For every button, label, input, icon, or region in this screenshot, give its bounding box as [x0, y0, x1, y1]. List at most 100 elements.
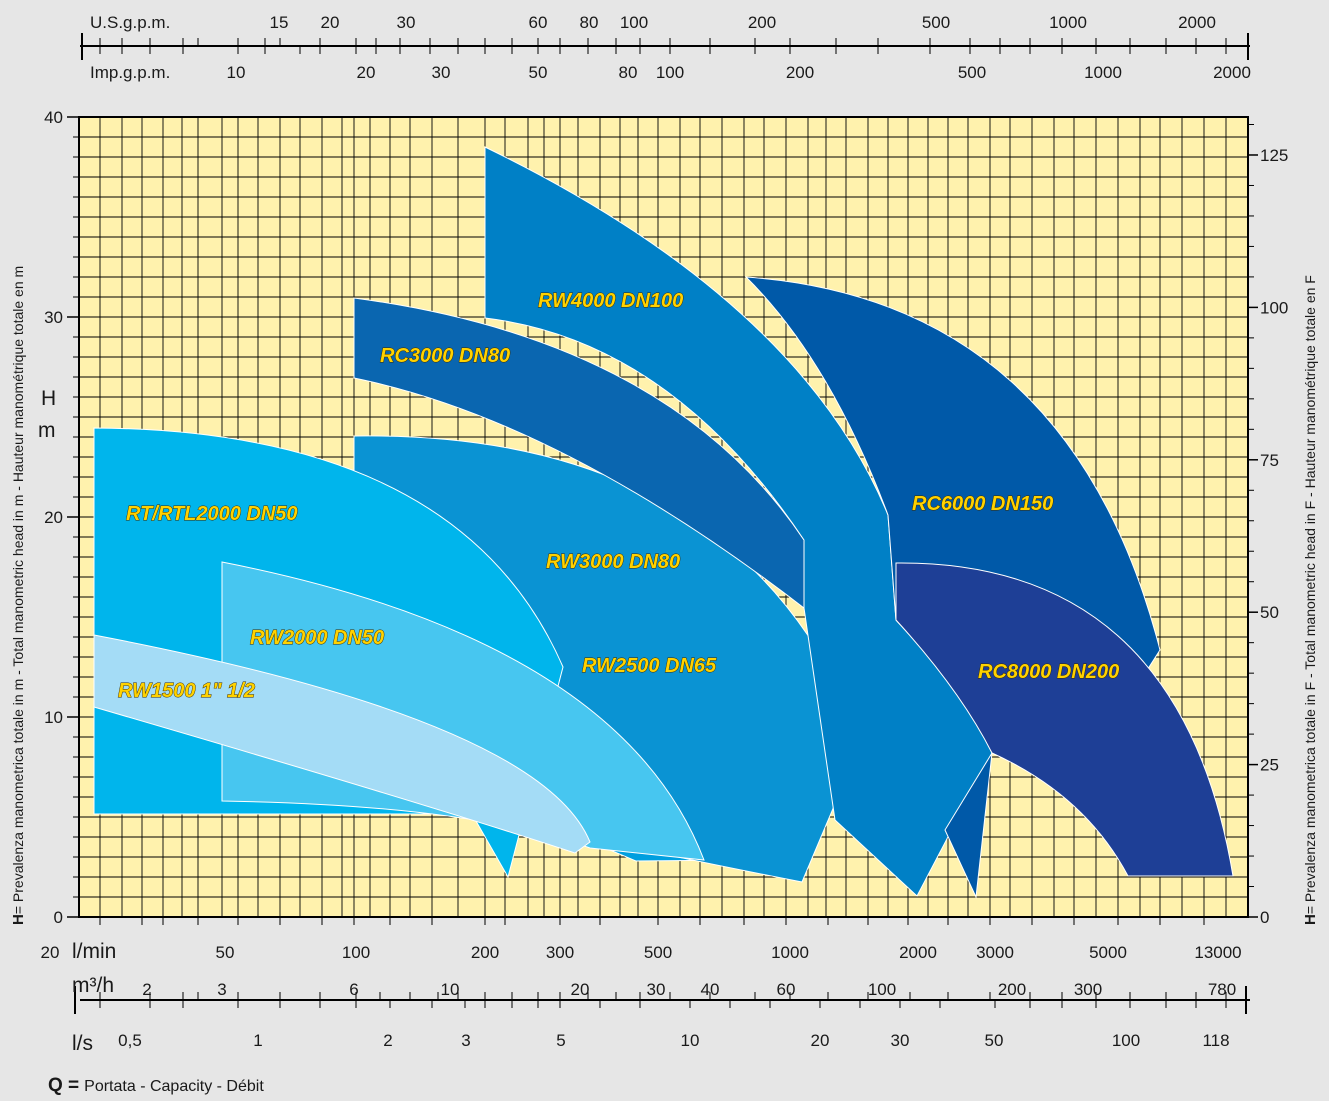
ls-scale-tick-label: 5	[556, 1031, 565, 1050]
impgpm-scale-tick-label: 50	[529, 63, 548, 82]
m3h-scale-tick-label: 300	[1074, 980, 1102, 999]
y-tick-label: 10	[44, 708, 63, 727]
lmin-tick-label: 3000	[976, 943, 1014, 962]
ls-scale-tick-label: 100	[1112, 1031, 1140, 1050]
y-tick-label: 20	[44, 508, 63, 527]
m3h-scale-tick-label: 2	[142, 980, 151, 999]
ls-scale-tick-label: 2	[383, 1031, 392, 1050]
ls-scale-tick-label: 1	[253, 1031, 262, 1050]
lmin-tick-label: 100	[342, 943, 370, 962]
usgpm-scale-tick-label: 100	[620, 13, 648, 32]
region-rc8000-dn200	[895, 562, 1234, 877]
m3h-scale-tick-label: 100	[868, 980, 896, 999]
label-rw4000: RW4000 DN100	[538, 290, 683, 312]
y2-tick-label: 0	[1260, 908, 1269, 927]
ls-scale-tick-label: 3	[461, 1031, 470, 1050]
svg-text:H= Prevalenza manometrica tota: H= Prevalenza manometrica totale in F - …	[1302, 275, 1319, 925]
lmin-tick-label: 200	[471, 943, 499, 962]
usgpm-scale-tick-label: 30	[397, 13, 416, 32]
y2-tick-label: 125	[1260, 146, 1288, 165]
label-rw1500: RW1500 1" 1/2	[118, 680, 255, 702]
left-side-text-body: = Prevalenza manometrica totale in m - T…	[10, 266, 26, 914]
ls-scale-tick-label: 0,5	[118, 1031, 142, 1050]
usgpm-scale-tick-label: 1000	[1049, 13, 1087, 32]
ls-scale-tick-label: 118	[1202, 1031, 1229, 1050]
impgpm-scale-tick-label: 500	[958, 63, 986, 82]
x-caption-bold: Q =	[48, 1075, 79, 1096]
y2-tick-label: 50	[1260, 603, 1279, 622]
label-rc6000: RC6000 DN150	[912, 493, 1053, 515]
usgpm-scale-tick-label: 200	[748, 13, 776, 32]
m3h-scale-tick-label: 10	[441, 980, 460, 999]
left-side-text: H= Prevalenza manometrica totale in m - …	[10, 266, 27, 925]
usgpm-scale-tick-label: 500	[922, 13, 950, 32]
impgpm-scale-tick-label: 2000	[1213, 63, 1251, 82]
y2-tick-label: 100	[1260, 298, 1288, 317]
lmin-tick-label: 20	[41, 943, 60, 962]
usgpm-scale-tick-label: 2000	[1178, 13, 1216, 32]
impgpm-scale-tick-label: 30	[432, 63, 451, 82]
lmin-tick-label: 50	[216, 943, 235, 962]
ls-scale-name: l/s	[72, 1032, 93, 1055]
axes	[67, 33, 1258, 1014]
label-rw2000: RW2000 DN50	[250, 627, 384, 649]
ls-scale-tick-label: 50	[985, 1031, 1004, 1050]
lmin-tick-label: 5000	[1089, 943, 1127, 962]
m3h-scale-name: m³/h	[72, 974, 114, 997]
m3h-scale-tick-label: 60	[777, 980, 796, 999]
lmin-tick-label: 500	[644, 943, 672, 962]
svg-text:H= Prevalenza manometrica tota: H= Prevalenza manometrica totale in m - …	[10, 266, 27, 925]
y-axis-h-label: H	[41, 387, 56, 410]
label-rt-rtl2000: RT/RTL2000 DN50	[126, 503, 298, 525]
right-side-text-body: = Prevalenza manometrica totale in F - T…	[1302, 275, 1318, 914]
impgpm-scale-tick-label: 20	[357, 63, 376, 82]
usgpm-scale-name: U.S.g.p.m.	[90, 13, 170, 32]
y-tick-label: 0	[54, 908, 63, 927]
series-labels: RW4000 DN100 RC3000 DN80 RT/RTL2000 DN50…	[118, 290, 1120, 703]
lmin-tick-label: 13000	[1194, 943, 1241, 962]
impgpm-scale-tick-label: 100	[656, 63, 684, 82]
m3h-scale-tick-label: 6	[349, 980, 358, 999]
ls-scale-tick-label: 30	[891, 1031, 910, 1050]
lmin-tick-label: 1000	[771, 943, 809, 962]
impgpm-scale-tick-label: 200	[786, 63, 814, 82]
ls-scale-tick-label: 10	[681, 1031, 700, 1050]
usgpm-scale-tick-label: 80	[580, 13, 599, 32]
label-rw2500: RW2500 DN65	[582, 655, 717, 677]
y-axis-unit-label: m	[38, 419, 56, 442]
impgpm-scale-name: Imp.g.p.m.	[90, 63, 170, 82]
left-side-bold: H	[10, 914, 27, 925]
label-rc8000: RC8000 DN200	[978, 661, 1119, 683]
lmin-tick-label: 300	[546, 943, 574, 962]
right-side-text: H= Prevalenza manometrica totale in F - …	[1302, 275, 1319, 925]
x-caption-text: Portata - Capacity - Débit	[84, 1078, 264, 1095]
right-side-bold: H	[1302, 914, 1319, 925]
m3h-scale-tick-label: 200	[998, 980, 1026, 999]
y2-tick-label: 25	[1260, 756, 1279, 775]
usgpm-scale-tick-label: 15	[270, 13, 289, 32]
lmin-scale-name: l/min	[72, 940, 116, 963]
m3h-scale-tick-label: 780	[1208, 980, 1236, 999]
y-tick-label: 30	[44, 308, 63, 327]
label-rw3000: RW3000 DN80	[546, 551, 680, 573]
y-tick-label: 40	[44, 108, 63, 127]
impgpm-scale-tick-label: 10	[227, 63, 246, 82]
m3h-scale-tick-label: 3	[217, 980, 226, 999]
label-rc3000: RC3000 DN80	[380, 345, 510, 367]
x-caption: Q = Portata - Capacity - Débit	[48, 1075, 264, 1096]
region-rw2000-dn50	[221, 561, 705, 861]
impgpm-scale-tick-label: 1000	[1084, 63, 1122, 82]
usgpm-scale-tick-label: 60	[529, 13, 548, 32]
usgpm-scale-tick-label: 20	[321, 13, 340, 32]
impgpm-scale-tick-label: 80	[619, 63, 638, 82]
region-rw1500	[93, 634, 591, 854]
m3h-scale-tick-label: 40	[701, 980, 720, 999]
m3h-scale-tick-label: 30	[647, 980, 666, 999]
lmin-tick-label: 2000	[899, 943, 937, 962]
pump-regions	[93, 146, 1234, 899]
ls-scale-tick-label: 20	[811, 1031, 830, 1050]
y2-tick-label: 75	[1260, 451, 1279, 470]
